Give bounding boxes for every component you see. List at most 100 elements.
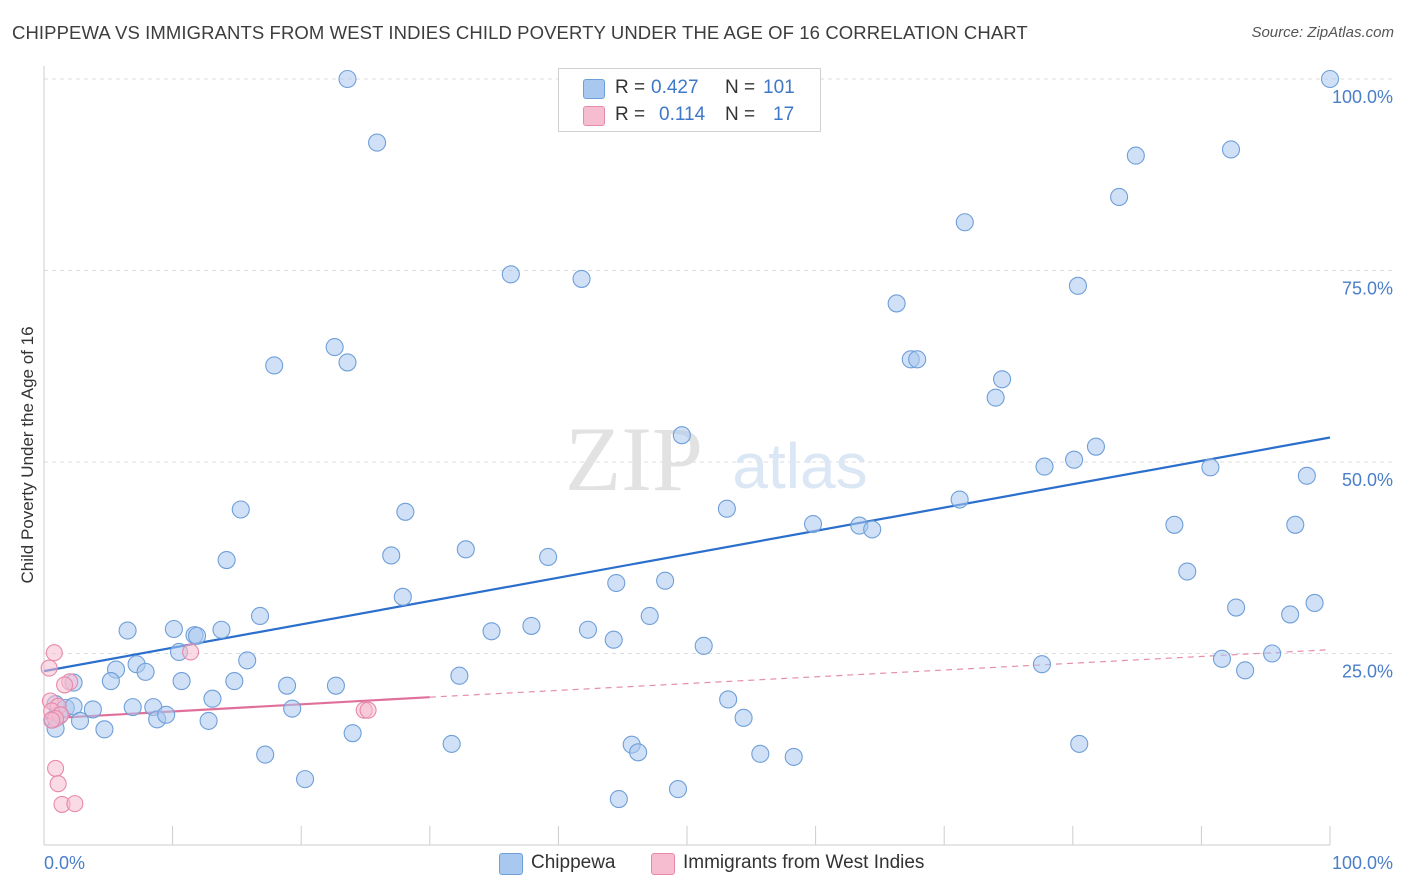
y-tick-label: 100.0% [1332,87,1393,107]
legend-swatch-chippewa [583,79,605,99]
chippewa-point [482,622,501,641]
chippewa-point [1035,457,1054,476]
chippewa-point [1221,140,1241,159]
legend-n-label-chippewa: N = [725,77,756,98]
chippewa-point [265,356,284,375]
tick-label-layer: 25.0% 50.0% 75.0% 100.0% 0.0% 100.0% [44,87,1393,873]
chippewa-point [986,388,1005,407]
immigrants-point [66,795,84,813]
chippewa-point [136,662,155,681]
legend-n-label-immigrants: N = [725,104,756,125]
x-tick-label: 0.0% [44,853,85,873]
stats-legend: R = 0.427 N = 101 R = 0.114 N = 17 [558,68,821,132]
chippewa-point [717,499,736,518]
y-tick-label: 50.0% [1342,470,1393,490]
chippewa-point [83,700,102,719]
legend-r-label-chippewa: R = [615,77,646,98]
chippewa-point [578,620,598,639]
legend-swatch-immigrants [583,106,605,126]
immigrants-point [182,643,200,661]
legend-r-label-immigrants: R = [615,104,646,125]
chippewa-point [887,294,906,313]
legend-r-value-chippewa: 0.427 [651,77,699,98]
chippewa-point [203,689,222,708]
bottom-legend-swatch-immigrants [651,853,675,875]
chippewa-point [1297,466,1316,485]
chippewa-point [231,500,250,519]
chippewa-trend-line [43,436,1331,673]
grid-layer [44,78,1392,654]
chippewa-point [212,620,231,639]
chippewa-point [539,547,558,567]
chippewa-point [283,699,302,718]
chippewa-point [668,780,688,799]
immigrants-point [47,759,65,777]
chippewa-point [672,426,691,445]
chippewa-point [250,606,270,626]
chippewa-point [450,666,469,685]
immigrants-point [359,701,377,719]
immigrants-point [56,676,74,694]
chippewa-point [1068,276,1087,295]
chippewa-point [217,550,236,570]
points-layer [40,69,1340,813]
chippewa-point [955,213,974,232]
chippewa-point [101,672,120,691]
bottom-legend-swatch-chippewa [499,853,523,875]
chippewa-point [118,621,137,640]
chippewa-point [908,350,927,369]
chippewa-point [157,705,176,724]
chart-title: CHIPPEWA VS IMMIGRANTS FROM WEST INDIES … [12,22,1028,43]
chippewa-point [803,514,823,534]
chippewa-point [396,502,415,521]
chippewa-point [694,636,713,655]
chippewa-point [609,789,628,809]
chippewa-point [863,520,882,539]
bottom-legend-label-immigrants: Immigrants from West Indies [683,852,925,873]
chippewa-point [442,734,461,753]
chippewa-point [1126,146,1145,165]
immigrants-point [45,644,63,662]
chippewa-point [256,745,275,764]
watermark: ZIP atlas [565,408,868,510]
chippewa-point [1086,437,1105,456]
chippewa-point [1065,450,1084,469]
chippewa-point [607,573,626,593]
chippewa-point [1165,515,1184,534]
legend-n-value-immigrants: 17 [773,104,795,125]
chippewa-point [123,698,142,717]
chippewa-point [604,630,623,649]
chippewa-point [238,651,257,670]
y-tick-label: 75.0% [1342,279,1393,299]
chippewa-point [950,490,969,509]
immigrants-point [43,711,61,729]
chippewa-point [343,724,362,743]
chippewa-point [1212,649,1232,668]
chippewa-point [278,676,297,695]
chippewa-point [1236,661,1255,680]
chippewa-point [95,720,114,739]
chippewa-point [629,743,648,762]
immigrants-point [40,659,58,677]
watermark-atlas: atlas [732,430,867,502]
chippewa-point [734,708,753,727]
chippewa-point [326,676,345,695]
chippewa-point [368,133,387,152]
chippewa-point [225,672,244,691]
chippewa-point [640,606,659,626]
immigrants-point [49,775,67,793]
chippewa-point [1032,655,1051,674]
chippewa-point [1286,515,1305,534]
chippewa-point [338,69,357,89]
legend-r-value-immigrants: 0.114 [659,104,706,125]
legend-n-value-chippewa: 101 [763,77,795,98]
chippewa-point [199,711,218,730]
immigrants-trend-line [43,696,430,720]
chippewa-point [393,587,412,606]
chippewa-point [656,571,675,590]
chippewa-point [1281,605,1300,624]
chippewa-point [522,616,541,635]
chippewa-point [572,269,591,288]
x-tick-label: 100.0% [1332,853,1393,873]
